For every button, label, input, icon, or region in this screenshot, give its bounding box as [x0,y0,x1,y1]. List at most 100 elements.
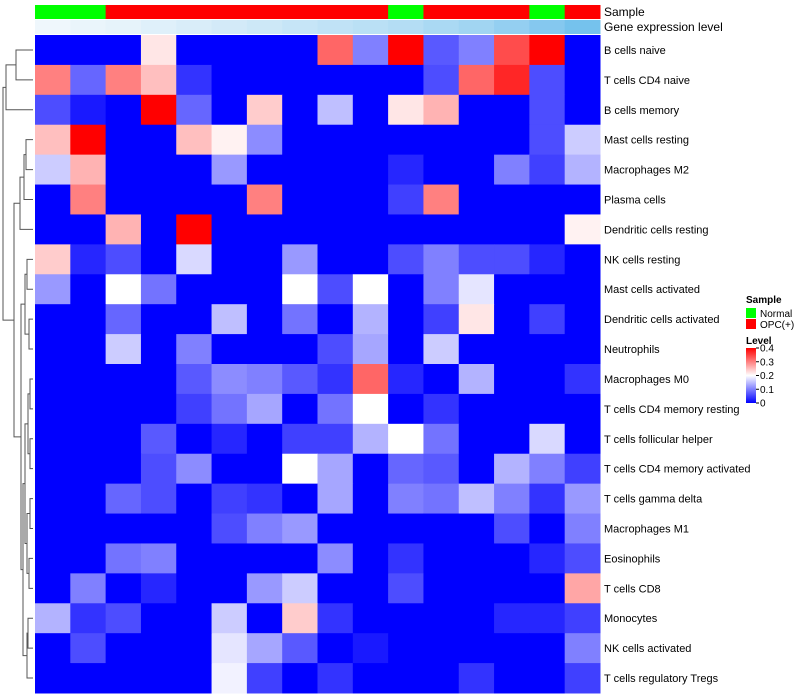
heatmap-cell [529,633,566,664]
heatmap-cell [140,184,177,215]
heatmap-cell [388,244,424,275]
sample-annotation-cell [529,5,566,19]
heatmap-cell [529,184,566,215]
heatmap-cell [458,334,495,365]
heatmap-cell [70,304,107,335]
heatmap-cell [494,423,530,455]
heatmap-cell [352,573,389,604]
row-label: T cells CD4 memory resting [604,404,740,416]
heatmap-cell [105,573,142,604]
heatmap-cell [494,35,530,66]
heatmap-cell [105,304,142,335]
heatmap-cell [176,573,213,604]
heatmap-cell [105,154,142,186]
heatmap-cell [494,94,530,126]
heatmap-cell [105,64,142,96]
heatmap-cell [423,603,460,634]
row-label: NK cells activated [604,643,691,655]
heatmap-cell [282,244,318,275]
heatmap-cell [529,603,566,634]
heatmap-cell [423,543,460,574]
heatmap-cell [529,423,566,455]
heatmap-cell [70,274,107,305]
heatmap-cell [70,184,107,215]
heatmap-cell [388,483,424,515]
legend-level-tick-label: 0 [760,399,766,410]
legend-normal-swatch [746,308,756,318]
heatmap-cell [70,124,107,156]
heatmap-cell [246,453,283,485]
heatmap-cell [246,633,283,664]
heatmap-cell [388,64,424,96]
heatmap-cell [105,453,142,485]
sample-annotation-cell [494,5,530,19]
row-label: Eosinophils [604,553,661,565]
heatmap-cell [388,214,424,245]
heatmap-cell [317,364,354,395]
heatmap-cell [423,154,460,186]
heatmap-cell [494,154,530,186]
heatmap-cell [105,423,142,455]
heatmap-cell [140,244,177,275]
heatmap-cell [317,423,354,455]
heatmap-cell [176,513,213,544]
heatmap-cell [105,603,142,634]
heatmap-cell [211,154,248,186]
heatmap-cell [494,543,530,574]
row-label: B cells memory [604,105,680,117]
dendrogram-branch [27,617,33,649]
heatmap-cell [105,274,142,305]
heatmap-cell [35,94,71,126]
heatmap-cell [140,154,177,186]
heatmap-cell [211,393,248,425]
heatmap-cell [211,364,248,395]
heatmap-cell [458,304,495,335]
heatmap-cell [211,633,248,664]
heatmap-cell [564,633,601,664]
heatmap-cell [388,184,424,215]
heatmap-cell [176,94,213,126]
heatmap-cell [458,543,495,574]
heatmap-cell [282,393,318,425]
heatmap-cell [388,94,424,126]
heatmap-cell [140,393,177,425]
dendrogram-branch [29,498,33,529]
heatmap-cell [423,244,460,275]
heatmap-cell [70,64,107,96]
heatmap-cell [529,573,566,604]
heatmap-cell [140,364,177,395]
heatmap-cell [211,94,248,126]
heatmap-cell [529,663,566,694]
heatmap-cell [176,274,213,305]
heatmap-cell [70,633,107,664]
heatmap-cell [352,64,389,96]
annotation-label-sample: Sample [604,5,645,19]
heatmap-cell [529,35,566,66]
dendrogram-branch [2,86,14,321]
heatmap-cell [35,274,71,305]
heatmap-cell [35,184,71,215]
expression-annotation-cell [35,20,71,34]
row-label: Macrophages M1 [604,524,689,536]
heatmap-cell [246,154,283,186]
heatmap-cell [140,214,177,245]
heatmap-cell [246,663,283,694]
heatmap-cell [282,304,318,335]
heatmap-cell [246,124,283,156]
heatmap-cell [282,633,318,664]
heatmap-cell [423,304,460,335]
heatmap-cell [564,154,601,186]
heatmap-cell [70,214,107,245]
heatmap-cell [246,64,283,96]
dendrogram-branch [5,64,33,111]
heatmap-cell [388,513,424,544]
heatmap-cell [352,35,389,66]
heatmap-cell [352,483,389,515]
heatmap-cell [494,633,530,664]
expression-annotation-cell [211,20,248,34]
heatmap-cell [176,423,213,455]
heatmap-cell [352,124,389,156]
heatmap-cell [564,244,601,275]
heatmap-cell [140,633,177,664]
heatmap-cell [458,393,495,425]
